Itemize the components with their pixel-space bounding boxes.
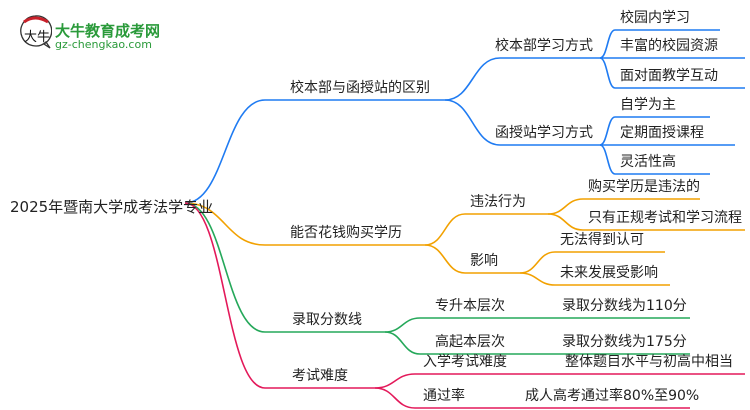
logo-url: gz-chengkao.com — [55, 38, 152, 51]
sub-node: 影响 — [470, 253, 498, 269]
sub-connector — [424, 244, 520, 274]
branch-connector — [184, 99, 445, 204]
branch-connector — [184, 202, 385, 333]
logo-title: 大牛教育成考网 — [55, 22, 161, 40]
leaf-connector — [599, 57, 745, 89]
sub-connector — [384, 331, 520, 355]
sub-node: 高起本层次 — [435, 334, 505, 350]
sub-node: 入学考试难度 — [423, 354, 507, 370]
leaf-node: 校园内学习 — [620, 10, 690, 26]
leaf-connector — [519, 251, 665, 274]
leaf-node: 成人高考通过率80%至90% — [525, 388, 700, 404]
sub-node: 违法行为 — [470, 194, 526, 210]
sub-connector — [374, 387, 505, 409]
sub-node: 函授站学习方式 — [495, 125, 593, 141]
leaf-node: 未来发展受影响 — [560, 265, 658, 281]
leaf-connector — [599, 144, 710, 175]
leaf-node: 丰富的校园资源 — [620, 38, 718, 54]
leaf-node: 购买学历是违法的 — [588, 179, 700, 195]
branch-connector — [184, 202, 425, 246]
logo-icon: 大牛 — [20, 15, 52, 49]
branch-node: 录取分数线 — [292, 312, 362, 328]
branch-node: 校本部与函授站的区别 — [290, 80, 430, 96]
leaf-node: 无法得到认可 — [560, 232, 644, 248]
leaf-node: 只有正规考试和学习流程 — [588, 210, 742, 226]
leaf-node: 自学为主 — [620, 97, 676, 113]
leaf-node: 灵活性高 — [620, 154, 676, 170]
leaf-connector — [599, 29, 720, 59]
sub-connector — [374, 373, 530, 389]
branch-connector — [184, 202, 375, 389]
leaf-node: 录取分数线为175分 — [562, 334, 687, 350]
leaf-connector — [519, 272, 670, 286]
svg-text:大牛: 大牛 — [24, 30, 50, 45]
branch-node: 考试难度 — [292, 368, 348, 384]
sub-node: 专升本层次 — [435, 298, 505, 314]
sub-connector — [384, 317, 520, 333]
sub-node: 校本部学习方式 — [495, 38, 593, 54]
sub-connector — [444, 57, 600, 101]
leaf-node: 面对面教学互动 — [620, 68, 718, 84]
branch-node: 能否花钱购买学历 — [290, 225, 402, 241]
root-node: 2025年暨南大学成考法学专业 — [10, 198, 214, 216]
leaf-connector — [599, 116, 710, 146]
leaf-node: 录取分数线为110分 — [562, 298, 687, 314]
sub-connector — [444, 99, 600, 146]
leaf-connector — [547, 213, 745, 231]
leaf-node: 定期面授课程 — [620, 125, 704, 141]
leaf-connector — [547, 198, 700, 215]
sub-node: 通过率 — [423, 388, 465, 404]
leaf-node: 整体题目水平与初高中相当 — [565, 354, 733, 370]
sub-connector — [424, 213, 548, 246]
